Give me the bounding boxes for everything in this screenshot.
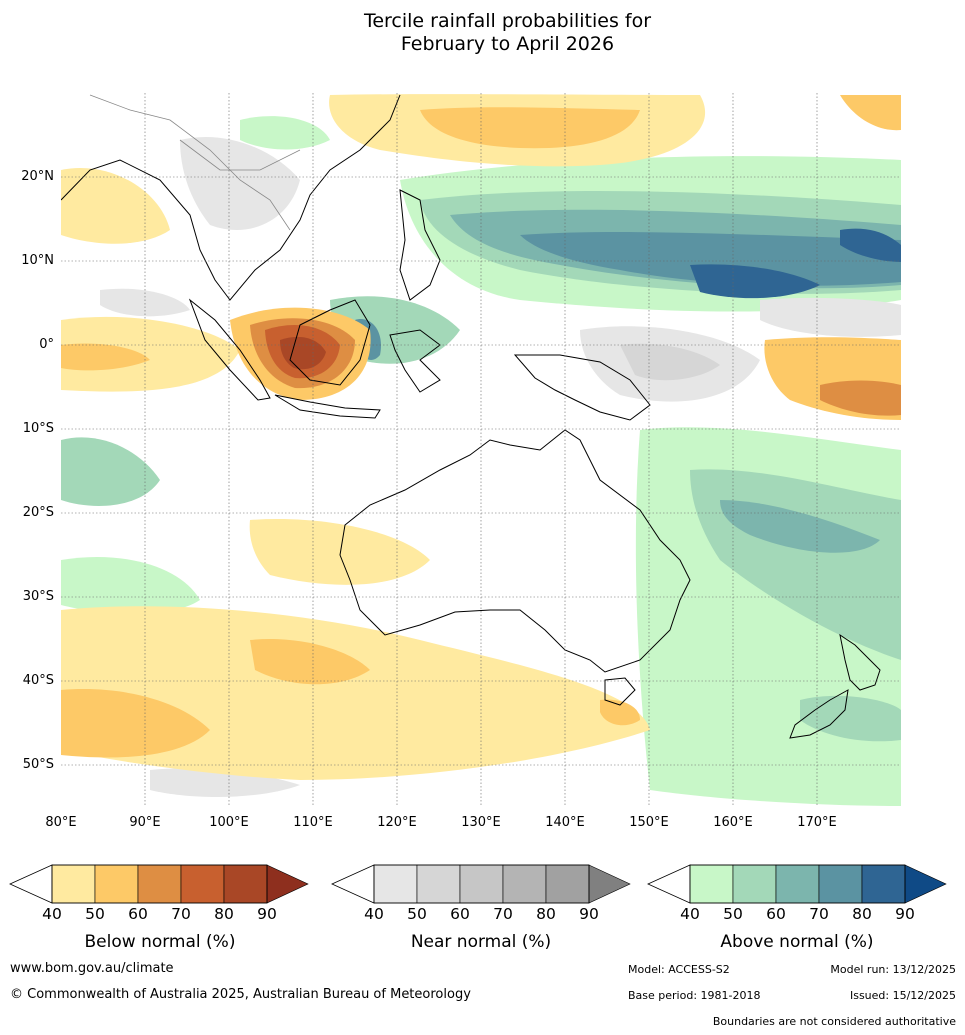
colorbar-segment — [502, 864, 547, 904]
colorbar-extend-low — [9, 864, 53, 904]
colorbar-tick: 70 — [809, 905, 829, 923]
colorbar-segment — [373, 864, 418, 904]
colorbar-tick: 40 — [680, 905, 700, 923]
lon-label: 120°E — [377, 815, 417, 830]
colorbar-tick: 60 — [128, 905, 148, 923]
copyright-notice: © Commonwealth of Australia 2025, Austra… — [10, 987, 471, 1002]
colorbar-extend-low — [647, 864, 691, 904]
model-name: Model: ACCESS-S2 — [628, 963, 730, 976]
australia-coast — [339, 429, 691, 673]
philippines-coast — [399, 189, 441, 301]
sumatra-coast — [188, 298, 271, 401]
lon-label: 80°E — [45, 815, 77, 830]
lon-label: 110°E — [293, 815, 333, 830]
colorbar-segment — [137, 864, 182, 904]
colorbar-extend-high — [904, 864, 947, 904]
above-normal-label: Above normal (%) — [720, 932, 874, 952]
java-coast — [274, 394, 381, 419]
below-normal-regions — [61, 94, 901, 780]
colorbar-extend-high — [588, 864, 631, 904]
map-title: Tercile rainfall probabilities for Febru… — [0, 10, 965, 56]
lon-label: 130°E — [461, 815, 501, 830]
colorbar-segment — [861, 864, 906, 904]
lon-label: 90°E — [129, 815, 161, 830]
near-normal-label: Near normal (%) — [410, 932, 552, 952]
near-normal-colorbar — [331, 864, 631, 904]
lat-label: 10°S — [22, 421, 54, 436]
colorbar-segment — [818, 864, 863, 904]
colorbar-tick: 50 — [723, 905, 743, 923]
colorbar-tick: 70 — [171, 905, 191, 923]
base-period: Base period: 1981-2018 — [628, 989, 761, 1002]
colorbar-segment — [51, 864, 96, 904]
new-zealand-coast — [789, 633, 881, 739]
lon-label: 100°E — [209, 815, 249, 830]
borneo-coast — [289, 299, 371, 386]
colorbar-tick: 80 — [214, 905, 234, 923]
mainland-asia-coast — [61, 94, 401, 301]
above-normal-colorbar — [647, 864, 947, 904]
lon-label: 170°E — [797, 815, 837, 830]
colorbar-segment — [775, 864, 820, 904]
colorbar-segment — [545, 864, 590, 904]
new-guinea-coast — [513, 354, 651, 421]
title-line-2: February to April 2026 — [400, 33, 615, 55]
colorbar-tick: 40 — [42, 905, 62, 923]
issued-date: Issued: 15/12/2025 — [849, 989, 956, 1002]
boundaries-disclaimer: Boundaries are not considered authoritat… — [712, 1015, 956, 1028]
colorbar-tick: 90 — [579, 905, 599, 923]
colorbar-segment — [459, 864, 504, 904]
colorbar-tick: 80 — [852, 905, 872, 923]
colorbar-segment — [732, 864, 777, 904]
colorbar-tick: 70 — [493, 905, 513, 923]
colorbar-tick: 50 — [407, 905, 427, 923]
coastlines — [61, 94, 881, 739]
lat-label: 40°S — [22, 673, 54, 688]
website-link[interactable]: www.bom.gov.au/climate — [10, 961, 174, 976]
colorbar-segment — [94, 864, 139, 904]
title-line-1: Tercile rainfall probabilities for — [363, 10, 652, 32]
lat-label: 20°N — [21, 169, 54, 184]
colorbar-tick: 60 — [766, 905, 786, 923]
colorbar-tick: 50 — [85, 905, 105, 923]
lat-label: 20°S — [22, 505, 54, 520]
model-run-date: Model run: 13/12/2025 — [830, 963, 956, 976]
colorbar-segment — [416, 864, 461, 904]
lat-label: 50°S — [22, 757, 54, 772]
colorbar-tick: 40 — [364, 905, 384, 923]
sulawesi-coast — [389, 329, 441, 393]
rainfall-probability-map — [61, 93, 901, 806]
below-normal-label: Below normal (%) — [84, 932, 236, 952]
country-borders — [89, 94, 301, 231]
lat-label: 10°N — [21, 253, 54, 268]
colorbar-tick: 90 — [895, 905, 915, 923]
above-normal-regions — [61, 116, 901, 806]
lat-label: 30°S — [22, 589, 54, 604]
lat-label: 0° — [39, 337, 54, 352]
lon-label: 140°E — [545, 815, 585, 830]
tasmania-coast — [604, 677, 636, 706]
colorbar-extend-low — [331, 864, 375, 904]
lon-label: 150°E — [629, 815, 669, 830]
below-normal-colorbar — [9, 864, 309, 904]
lon-label: 160°E — [713, 815, 753, 830]
colorbar-tick: 60 — [450, 905, 470, 923]
colorbar-extend-high — [266, 864, 309, 904]
colorbar-segment — [223, 864, 268, 904]
gridlines — [61, 93, 901, 806]
colorbar-tick: 90 — [257, 905, 277, 923]
colorbar-tick: 80 — [536, 905, 556, 923]
colorbar-segment — [689, 864, 734, 904]
colorbar-segment — [180, 864, 225, 904]
